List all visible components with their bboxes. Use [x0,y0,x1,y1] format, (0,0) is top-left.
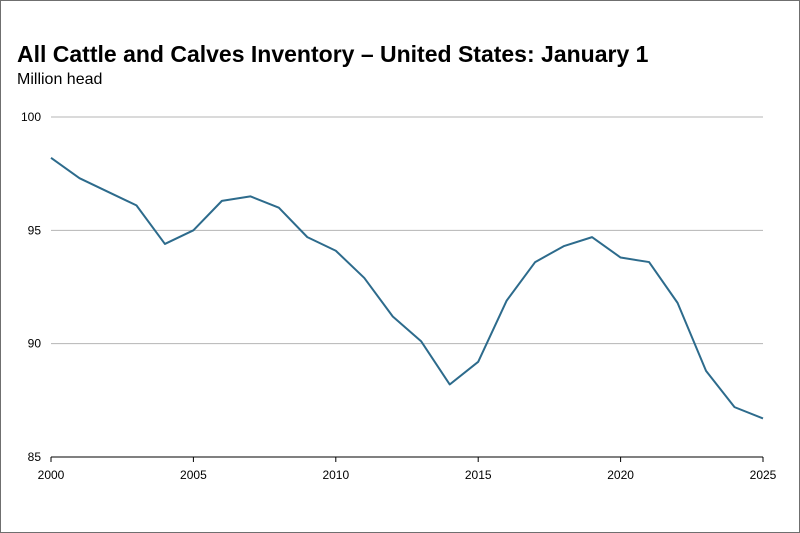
x-tick-label: 2015 [465,468,492,482]
data-point-2021 [648,261,650,263]
data-point-2011 [363,277,365,279]
data-point-2009 [306,236,308,238]
data-point-2006 [221,200,223,202]
gridlines [51,116,763,345]
data-point-2017 [534,261,536,263]
series-line [50,156,764,420]
x-tick-label: 2000 [38,468,65,482]
data-point-2020 [620,257,622,259]
y-axis-ticks: 85 90 95 100 [21,110,41,464]
data-point-2007 [249,195,251,197]
data-point-2024 [734,406,736,408]
chart-subtitle: Million head [17,71,103,88]
data-point-2001 [78,177,80,179]
x-tick-label: 2005 [180,468,207,482]
data-point-2018 [563,245,565,247]
x-axis-ticks: 2000 2005 2010 2015 2020 2025 [38,457,777,482]
data-point-2002 [107,191,109,193]
data-point-2023 [705,370,707,372]
x-tick-label: 2010 [322,468,349,482]
data-point-2014 [449,383,451,385]
data-point-2019 [591,236,593,238]
chart-title: All Cattle and Calves Inventory – United… [17,41,649,67]
data-point-2015 [477,361,479,363]
data-point-2012 [392,315,394,317]
data-point-2008 [278,207,280,209]
data-point-2016 [506,300,508,302]
data-point-2000 [50,157,52,159]
x-tick-label: 2020 [607,468,634,482]
data-point-2004 [164,243,166,245]
data-point-2025 [762,417,764,419]
data-point-2010 [335,250,337,252]
data-points [50,157,764,420]
y-tick-label: 90 [28,337,42,351]
y-tick-label: 95 [28,223,42,237]
data-point-2013 [420,340,422,342]
x-tick-label: 2025 [750,468,777,482]
y-tick-label: 100 [21,110,41,124]
data-point-2022 [677,302,679,304]
data-point-2005 [192,229,194,231]
y-tick-label: 85 [28,450,42,464]
data-point-2003 [135,204,137,206]
